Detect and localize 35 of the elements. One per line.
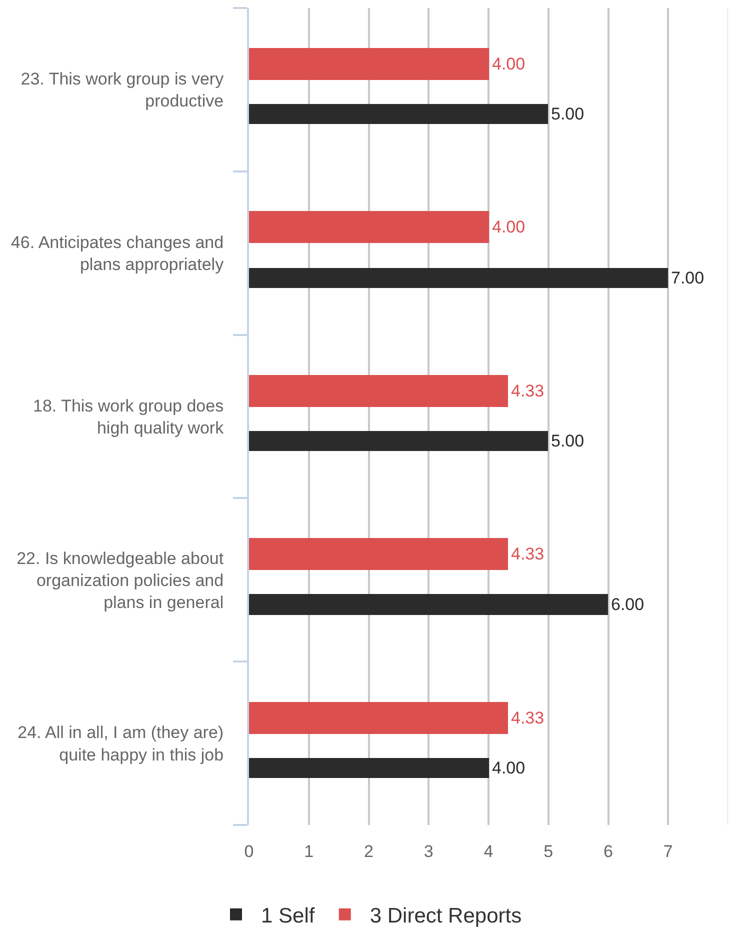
y-tick-label: 24. All in all, I am (they are) quite happy in this job bbox=[18, 723, 224, 764]
bar bbox=[249, 104, 548, 124]
data-label: 4.33 bbox=[511, 708, 544, 728]
data-label: 5.00 bbox=[551, 104, 584, 124]
y-tick-label: 23. This work group is very productive bbox=[20, 70, 224, 111]
data-label: 4.33 bbox=[511, 382, 544, 400]
legend-label: 1 Self bbox=[261, 904, 315, 928]
data-label: 6.00 bbox=[611, 595, 644, 614]
data-label: 5.00 bbox=[551, 432, 584, 450]
bar bbox=[249, 758, 489, 778]
data-label: 4.33 bbox=[511, 544, 544, 564]
y-tick-label: 22. Is knowledgeable about organization policies and plans in general bbox=[16, 548, 224, 612]
legend-label: 3 Direct Reports bbox=[370, 904, 522, 928]
x-tick-label: 3 bbox=[424, 842, 434, 861]
y-tick-label: 18. This work group does high quality work bbox=[33, 396, 224, 438]
bar bbox=[249, 268, 668, 288]
bar bbox=[249, 594, 608, 615]
x-tick-label: 5 bbox=[544, 842, 554, 861]
bar bbox=[249, 702, 508, 734]
data-label: 4.00 bbox=[492, 758, 526, 778]
y-tick-label: 46. Anticipates changes and plans appropriately bbox=[10, 233, 224, 274]
bar bbox=[249, 211, 489, 243]
bar bbox=[249, 375, 508, 407]
x-tick-label: 6 bbox=[604, 842, 613, 861]
data-label: 7.00 bbox=[671, 268, 704, 288]
x-tick-label: 4 bbox=[484, 842, 494, 861]
bar bbox=[249, 431, 548, 451]
data-label: 4.00 bbox=[492, 218, 526, 236]
bar bbox=[249, 48, 489, 80]
x-tick-label: 1 bbox=[304, 842, 314, 861]
data-label: 4.00 bbox=[492, 54, 526, 74]
x-tick-label: 0 bbox=[244, 842, 254, 861]
x-tick-label: 2 bbox=[364, 842, 374, 861]
x-tick-label: 7 bbox=[663, 842, 673, 861]
bar bbox=[249, 538, 508, 570]
